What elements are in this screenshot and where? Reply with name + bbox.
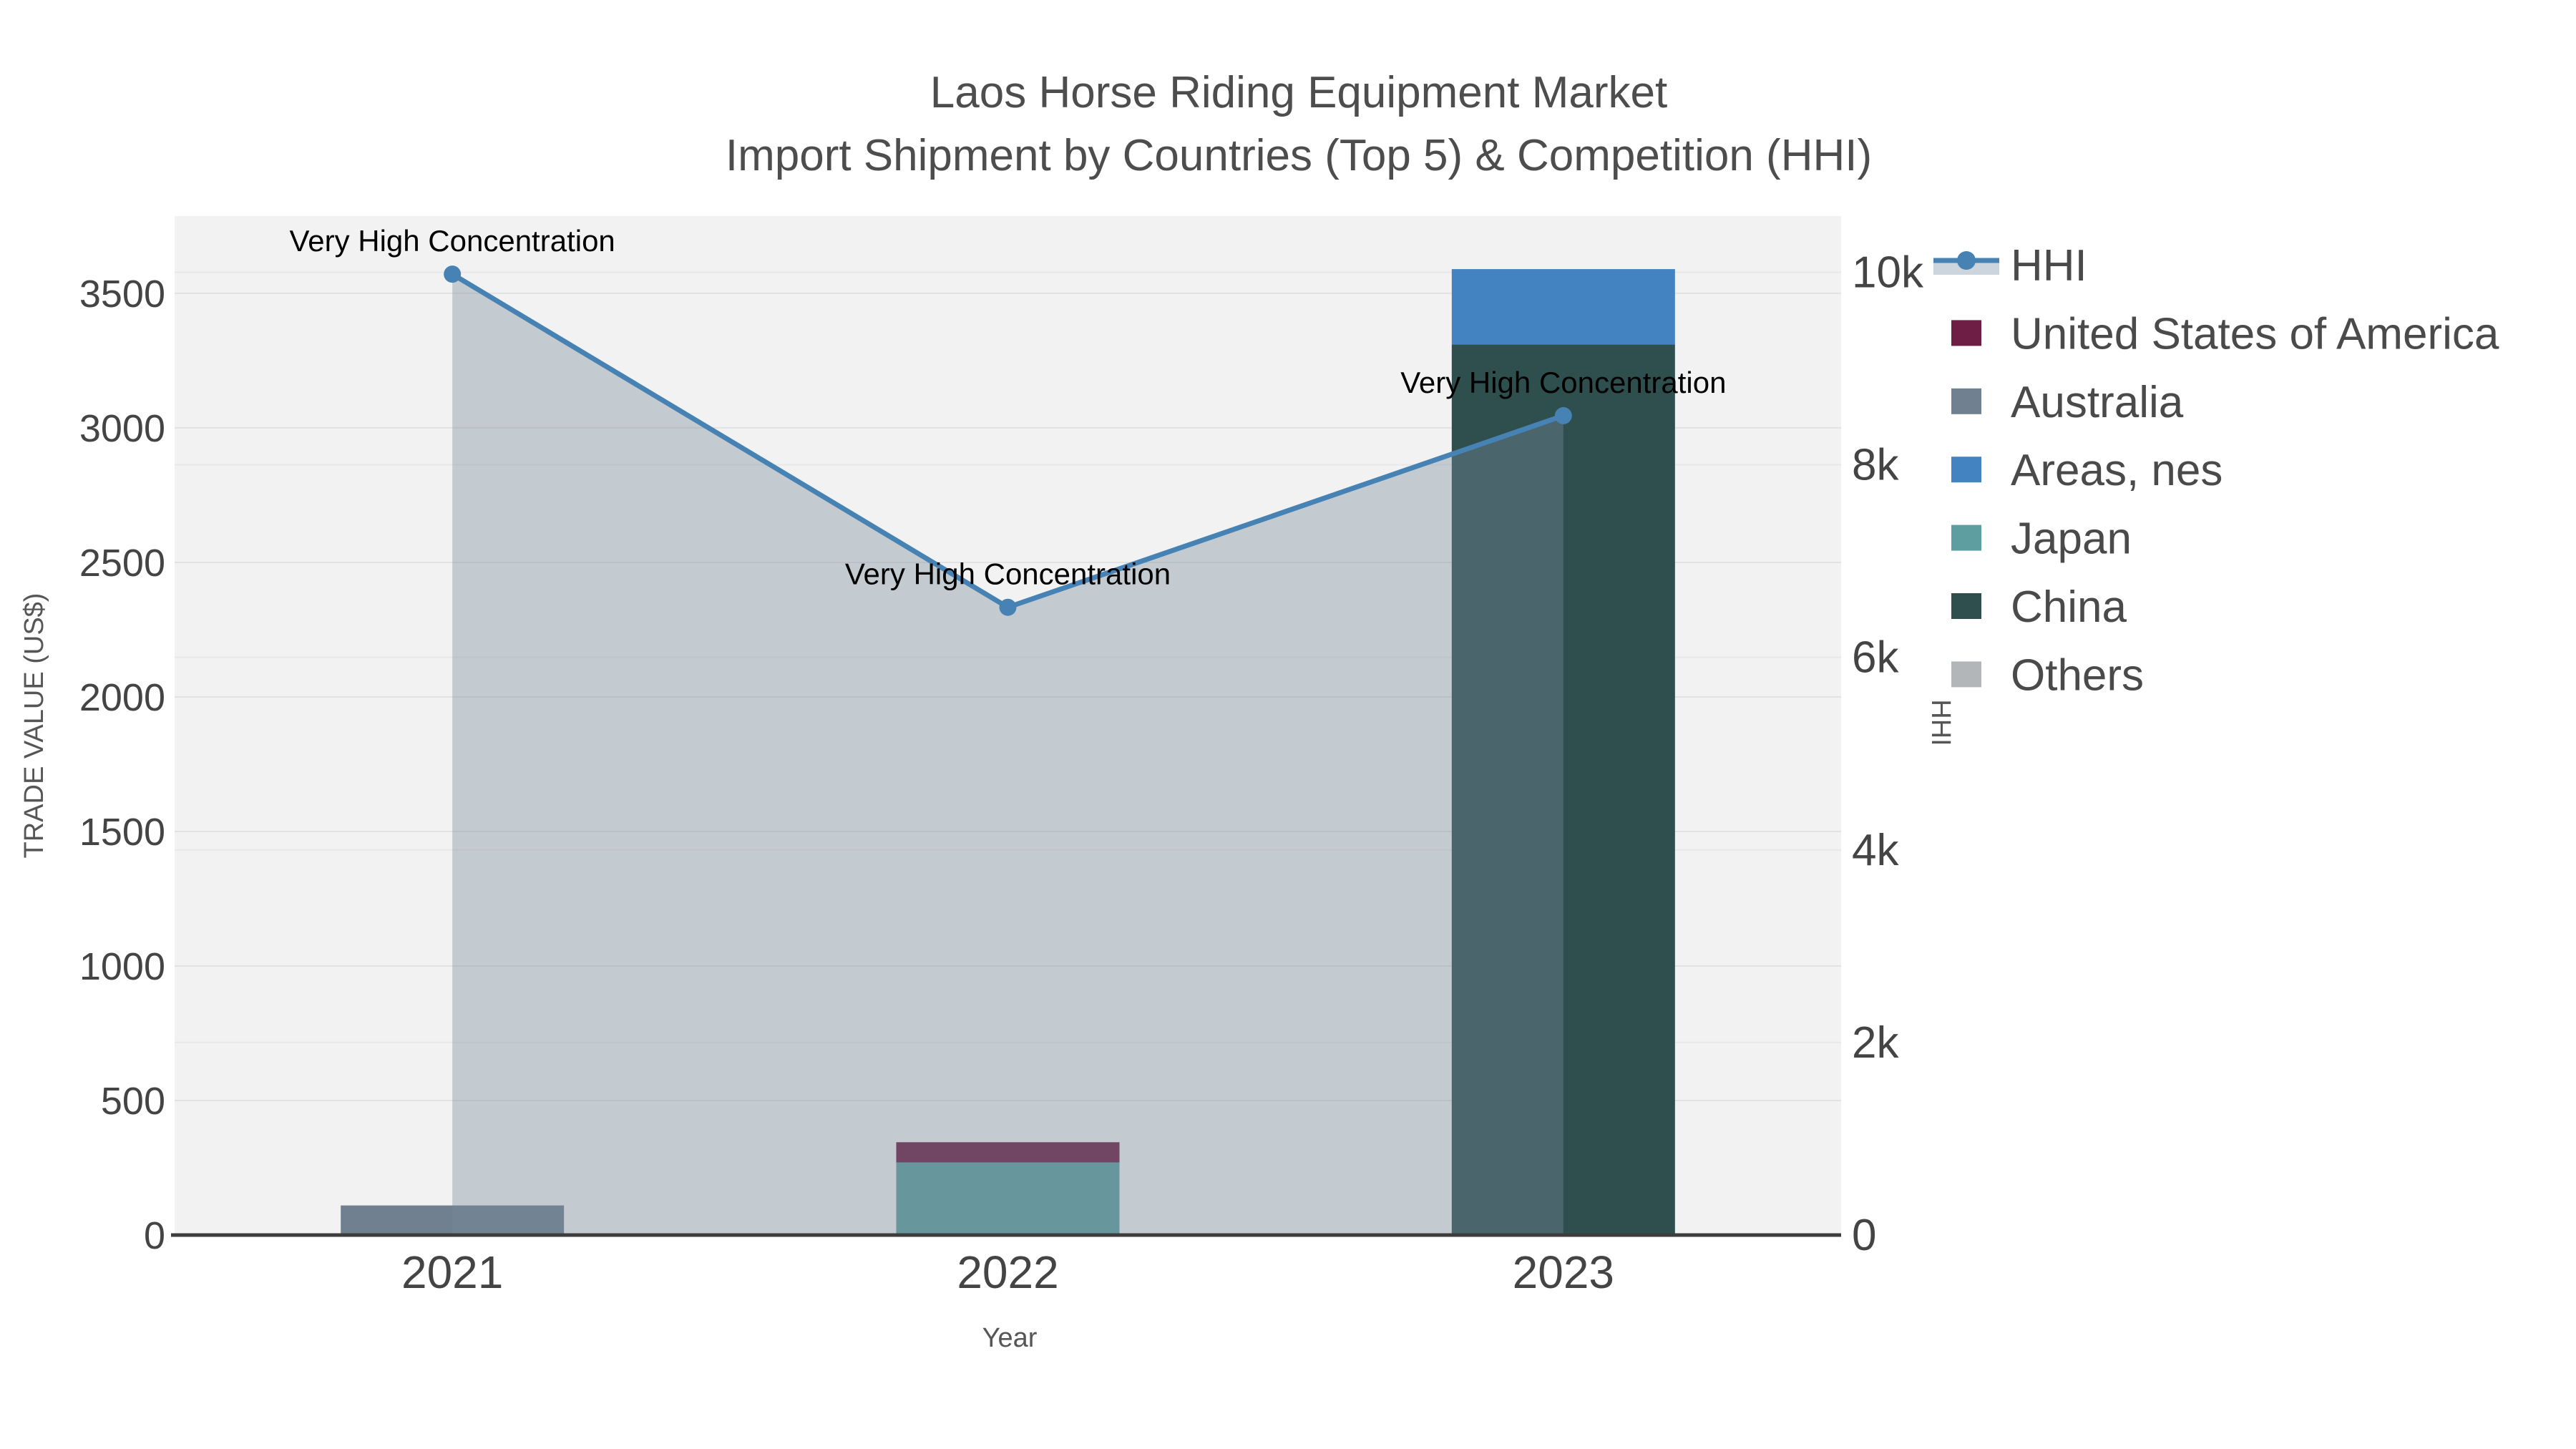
legend-item-japan[interactable]: Japan xyxy=(1951,514,2132,564)
hhi-marker-2023[interactable] xyxy=(1554,406,1572,424)
y-right-tick-4000: 4k xyxy=(1852,826,1899,875)
y-left-tick-2000: 2000 xyxy=(79,676,165,719)
legend-swatch-united-states-of-america xyxy=(1951,320,1981,346)
y-left-tick-500: 500 xyxy=(101,1080,165,1123)
bar-2023-china[interactable] xyxy=(1451,344,1675,1236)
hhi-marker-2022[interactable] xyxy=(999,598,1017,616)
legend-hhi-marker-icon xyxy=(1957,251,1976,270)
x-tick-2021: 2021 xyxy=(401,1246,503,1298)
bar-2023-areas-nes[interactable] xyxy=(1451,269,1675,345)
x-axis-title: Year xyxy=(982,1323,1038,1353)
y-right-tick-0: 0 xyxy=(1852,1211,1876,1260)
legend-label-china: China xyxy=(2011,582,2127,632)
y-left-tick-2500: 2500 xyxy=(79,542,165,585)
y-left-tick-1500: 1500 xyxy=(79,811,165,854)
legend-swatch-australia xyxy=(1951,388,1981,414)
legend-label-hhi: HHI xyxy=(2011,241,2087,291)
hhi-area-fill xyxy=(452,274,1563,1235)
legend-item-others[interactable]: Others xyxy=(1951,650,2144,700)
hhi-marker-2021[interactable] xyxy=(444,265,462,283)
y-left-tick-1000: 1000 xyxy=(79,945,165,988)
legend-item-areas-nes[interactable]: Areas, nes xyxy=(1951,446,2223,495)
plot-area: 0 500 1000 1500 2000 2500 3000 3500 0 2k 4k 6k 8k 10k… xyxy=(79,216,1924,1298)
annotation-very-high-concentration-2022: Very High Concentration xyxy=(845,557,1171,591)
legend-item-united-states-of-america[interactable]: United States of America xyxy=(1951,309,2499,358)
chart-title-line1: Laos Horse Riding Equipment Market xyxy=(930,68,1667,117)
legend-label-australia: Australia xyxy=(2011,378,2184,427)
annotation-very-high-concentration-2021: Very High Concentration xyxy=(290,224,615,258)
legend: HHI United States of America Australia Area… xyxy=(1933,241,2499,700)
legend-item-hhi[interactable]: HHI xyxy=(1933,241,2087,291)
y-right-tick-10000: 10k xyxy=(1852,248,1924,297)
y-right-tick-6000: 6k xyxy=(1852,633,1899,683)
annotation-very-high-concentration-2023: Very High Concentration xyxy=(1400,366,1726,399)
y-left-tick-0: 0 xyxy=(144,1214,165,1257)
legend-swatch-china xyxy=(1951,593,1981,619)
bar-2021-australia[interactable] xyxy=(341,1205,565,1235)
legend-swatch-others xyxy=(1951,661,1981,688)
chart-title-line2: Import Shipment by Countries (Top 5) & C… xyxy=(726,131,1872,180)
bar-2022-united-states-of-america[interactable] xyxy=(896,1142,1120,1163)
legend-label-others: Others xyxy=(2011,650,2144,700)
y2-axis-title: HHI xyxy=(1926,699,1956,746)
legend-swatch-japan xyxy=(1951,525,1981,551)
legend-swatch-areas-nes xyxy=(1951,457,1981,483)
legend-item-china[interactable]: China xyxy=(1951,582,2127,632)
y-left-tick-3500: 3500 xyxy=(79,273,165,316)
bar-2022-japan[interactable] xyxy=(896,1162,1120,1235)
y-right-tick-8000: 8k xyxy=(1852,441,1899,490)
legend-item-australia[interactable]: Australia xyxy=(1951,378,2184,427)
legend-label-japan: Japan xyxy=(2011,514,2132,564)
x-tick-2023: 2023 xyxy=(1513,1246,1614,1298)
y-left-tick-3000: 3000 xyxy=(79,407,165,450)
legend-label-areas-nes: Areas, nes xyxy=(2011,446,2223,495)
y-right-tick-2000: 2k xyxy=(1852,1018,1899,1068)
x-tick-2022: 2022 xyxy=(957,1246,1058,1298)
y-axis-title: TRADE VALUE (US$) xyxy=(19,593,49,859)
legend-label-united-states-of-america: United States of America xyxy=(2011,309,2499,358)
